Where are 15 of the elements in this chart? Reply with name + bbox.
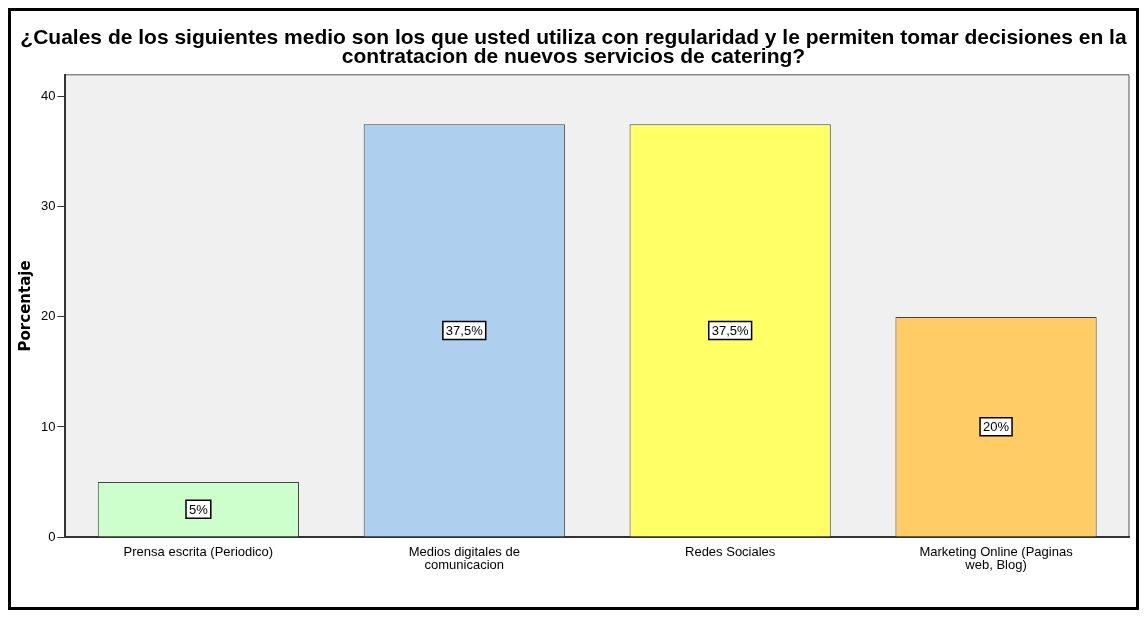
x-tick-label: Marketing Online (Paginas web, Blog)	[919, 544, 1074, 573]
y-tick-label: 10	[40, 418, 56, 434]
chart-title: ¿Cuales de los siguientes medio son los que usted utiliza con regularidad y le permiten tomar decisiones en la contratacion de nuevos servicios de catering?	[19, 25, 1128, 67]
data-label: 37,5%	[445, 322, 484, 338]
x-tick-label: Prensa escrita (Periodico)	[123, 544, 274, 560]
y-tick-label: 30	[40, 198, 56, 214]
y-tick-label: 20	[40, 308, 56, 324]
y-axis-title: Porcentaje	[15, 260, 34, 352]
x-tick-label: Medios digitales de comunicacion	[408, 544, 520, 573]
x-tick-label: Redes Sociales	[685, 544, 776, 560]
y-tick-label: 0	[48, 528, 56, 544]
data-label: 5%	[189, 501, 209, 517]
y-tick-label: 40	[40, 88, 56, 104]
data-label: 20%	[983, 419, 1010, 435]
data-label: 37,5%	[711, 322, 750, 338]
